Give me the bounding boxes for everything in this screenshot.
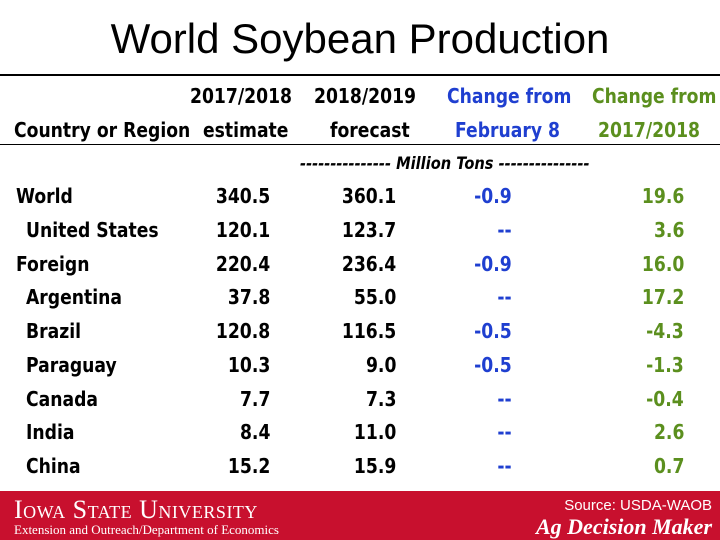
row-country: India (26, 420, 75, 444)
source-note: Source: USDA-WAOB (564, 497, 712, 514)
header-forecast-year: 2018/2019 (314, 84, 417, 108)
row-est-value: 120.8 (215, 319, 270, 343)
slide-title: World Soybean Production (110, 15, 610, 62)
row-est-value: 340.5 (215, 184, 270, 208)
row-chg-feb-value: -- (497, 420, 512, 444)
footer-bar (0, 491, 720, 540)
row-est-value: 120.1 (215, 218, 270, 242)
row-country: World (16, 184, 73, 208)
row-est-value: 220.4 (215, 252, 270, 276)
row-est-value: 15.2 (227, 454, 270, 478)
row-est-value: 8.4 (239, 420, 270, 444)
header-change-prev-line1: Change from (592, 84, 717, 108)
row-chg-feb-value: -0.9 (474, 184, 512, 208)
row-fc-value: 360.1 (341, 184, 396, 208)
row-fc-value: 15.9 (353, 454, 396, 478)
header-estimate-label: estimate (203, 118, 289, 142)
row-chg-feb-value: -0.9 (474, 252, 512, 276)
row-chg-prev-value: -0.4 (646, 387, 684, 411)
row-country: Paraguay (26, 353, 117, 377)
row-country: Canada (26, 387, 99, 411)
header-change-feb-line2: February 8 (455, 118, 561, 142)
row-chg-prev-value: -1.3 (646, 353, 684, 377)
row-chg-feb-value: -- (497, 387, 512, 411)
header-forecast-label: forecast (330, 118, 410, 142)
header-country: Country or Region (14, 118, 191, 142)
row-chg-prev-value: -4.3 (646, 319, 684, 343)
row-chg-prev-value: 2.6 (653, 420, 684, 444)
row-chg-feb-value: -- (497, 218, 512, 242)
row-fc-value: 236.4 (341, 252, 396, 276)
units-label: --------------- Million Tons -----------… (300, 154, 590, 174)
header-estimate-year: 2017/2018 (190, 84, 293, 108)
top-divider (0, 74, 720, 76)
row-country: Brazil (26, 319, 82, 343)
header-change-feb-line1: Change from (447, 84, 572, 108)
row-fc-value: 7.3 (365, 387, 396, 411)
ag-decision-maker-logo: Ag Decision Maker (536, 514, 712, 539)
row-est-value: 10.3 (227, 353, 270, 377)
row-chg-prev-value: 19.6 (641, 184, 684, 208)
row-chg-prev-value: 0.7 (653, 454, 684, 478)
header-change-prev-line2: 2017/2018 (598, 118, 701, 142)
row-country: United States (26, 218, 159, 242)
row-fc-value: 55.0 (353, 285, 396, 309)
row-chg-prev-value: 16.0 (641, 252, 684, 276)
row-chg-feb-value: -- (497, 285, 512, 309)
footer-subtitle: Extension and Outreach/Department of Eco… (14, 522, 279, 537)
row-country: Argentina (26, 285, 122, 309)
row-country: Foreign (16, 252, 90, 276)
row-chg-prev-value: 3.6 (653, 218, 684, 242)
row-est-value: 37.8 (227, 285, 270, 309)
row-est-value: 7.7 (239, 387, 270, 411)
row-chg-feb-value: -- (497, 454, 512, 478)
header-divider (0, 144, 720, 145)
row-chg-feb-value: -0.5 (474, 319, 512, 343)
row-fc-value: 11.0 (353, 420, 396, 444)
row-chg-feb-value: -0.5 (474, 353, 512, 377)
row-fc-value: 9.0 (365, 353, 396, 377)
row-fc-value: 116.5 (341, 319, 396, 343)
row-chg-prev-value: 17.2 (641, 285, 684, 309)
isu-logo: Iowa State University (14, 495, 258, 524)
row-fc-value: 123.7 (341, 218, 396, 242)
row-country: China (26, 454, 81, 478)
